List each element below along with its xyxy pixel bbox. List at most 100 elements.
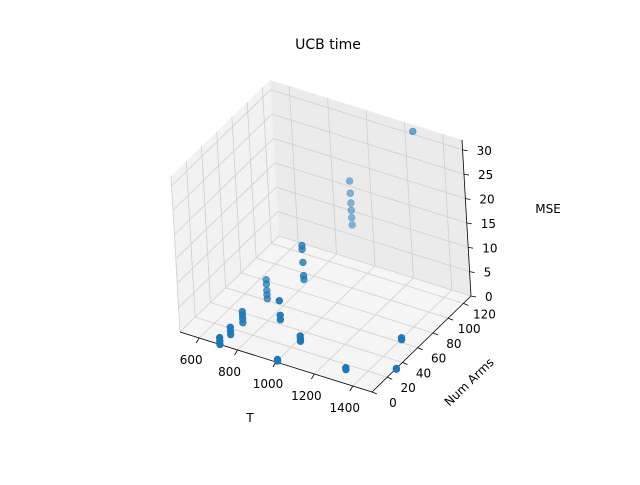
z-axis-label: MSE <box>535 202 561 216</box>
z-tick-mark <box>469 271 475 274</box>
y-tick-mark <box>387 376 393 380</box>
y-tick-label: 40 <box>416 367 431 381</box>
data-point <box>347 199 355 207</box>
z-tick-mark <box>466 222 472 225</box>
z-tick-label: 5 <box>484 266 492 280</box>
z-axis-line <box>461 139 472 297</box>
grid-line-x-back <box>327 97 337 255</box>
y-tick-mark <box>463 303 469 306</box>
data-point <box>273 357 282 365</box>
grid-line-y-left <box>261 87 272 244</box>
grid-line-y-left <box>201 146 211 303</box>
grid-lines <box>170 85 472 393</box>
grid-line-y-floor <box>225 287 418 349</box>
grid-line-y-left <box>216 131 227 288</box>
data-point <box>262 280 271 288</box>
grid-line-y-floor <box>240 272 434 334</box>
x-tick-mark <box>195 337 200 344</box>
data-point <box>345 177 354 185</box>
data-point <box>276 316 285 324</box>
y-tick-mark <box>402 362 408 365</box>
grid-line-z-left <box>171 89 271 187</box>
y-axis-label: Num Arms <box>442 355 497 409</box>
y-tick-mark <box>417 347 423 351</box>
x-tick-label: 1400 <box>330 401 361 415</box>
grid-line-z-left <box>176 186 277 284</box>
z-tick-mark <box>468 246 474 249</box>
data-point <box>346 189 354 197</box>
grid-line-z-back <box>273 138 466 199</box>
x-tick-label: 600 <box>180 353 203 367</box>
data-point <box>397 336 406 344</box>
data-point <box>227 330 235 339</box>
grid-line-y-floor <box>271 243 464 304</box>
z-tick-mark <box>462 149 468 152</box>
data-point <box>216 340 224 349</box>
x-tick-mark <box>311 373 315 380</box>
y-axis-line <box>371 295 472 393</box>
grid-line-z-left <box>178 211 278 308</box>
y-tick-label: 100 <box>458 322 481 336</box>
data-point <box>348 213 356 222</box>
z-tick-label: 20 <box>479 193 494 207</box>
pane-left <box>171 80 279 332</box>
y-tick-label: 60 <box>431 352 446 366</box>
z-tick-mark <box>465 198 471 200</box>
data-point <box>342 365 350 374</box>
z-tick-label: 15 <box>481 217 496 231</box>
z-tick-mark <box>463 173 470 176</box>
grid-line-x-back <box>404 121 414 279</box>
y-tick-label: 20 <box>401 381 416 395</box>
z-tick-label: 10 <box>482 241 497 255</box>
grid-line-x-back <box>365 109 376 267</box>
grid-line-z-back <box>277 211 470 273</box>
x-tick-label: 1200 <box>291 389 322 403</box>
grid-line-z-back <box>270 89 463 151</box>
grid-line-x-floor <box>237 253 337 351</box>
x-axis-label: T <box>245 411 254 425</box>
data-point <box>298 245 306 254</box>
grid-line-x-back <box>442 133 453 291</box>
grid-line-z-back <box>274 162 467 224</box>
z-tick-mark <box>470 295 477 298</box>
y-tick-mark <box>371 391 378 395</box>
z-tick-label: 25 <box>478 168 493 182</box>
data-point <box>392 365 401 373</box>
data-point <box>239 319 247 327</box>
grid-line-z-back <box>271 113 465 175</box>
grid-line-z-left <box>179 235 280 333</box>
grid-line-z-back <box>278 235 472 297</box>
grid-line-y-left <box>170 175 181 333</box>
data-point <box>409 127 417 136</box>
grid-line-z-left <box>175 162 276 260</box>
data-point <box>347 206 355 215</box>
data-point <box>275 297 283 305</box>
z-tick-label: 30 <box>477 144 492 158</box>
chart-title: UCB time <box>295 37 361 53</box>
grid-line-x-back <box>288 85 299 243</box>
grid-line-z-back <box>276 186 469 248</box>
grid-line-z-left <box>172 113 273 211</box>
data-point <box>296 337 305 345</box>
y-tick-label: 0 <box>389 396 397 410</box>
x-tick-mark <box>349 385 354 392</box>
data-point <box>348 221 356 229</box>
data-point <box>300 275 308 284</box>
axes-panes <box>171 80 471 392</box>
grid-line-x-floor <box>314 277 414 375</box>
x-tick-label: 800 <box>218 365 241 379</box>
y-tick-label: 120 <box>473 307 496 321</box>
data-points <box>215 127 417 374</box>
y-tick-mark <box>432 332 439 336</box>
y-tick-mark <box>448 317 454 321</box>
y-tick-label: 80 <box>446 337 461 351</box>
data-point <box>263 295 271 303</box>
z-tick-label: 0 <box>485 290 493 304</box>
grid-line-z-left <box>174 138 274 235</box>
x-tick-label: 1000 <box>253 377 284 391</box>
grid-line-y-floor <box>256 257 449 319</box>
data-point <box>299 258 307 267</box>
x-tick-mark <box>234 349 238 356</box>
